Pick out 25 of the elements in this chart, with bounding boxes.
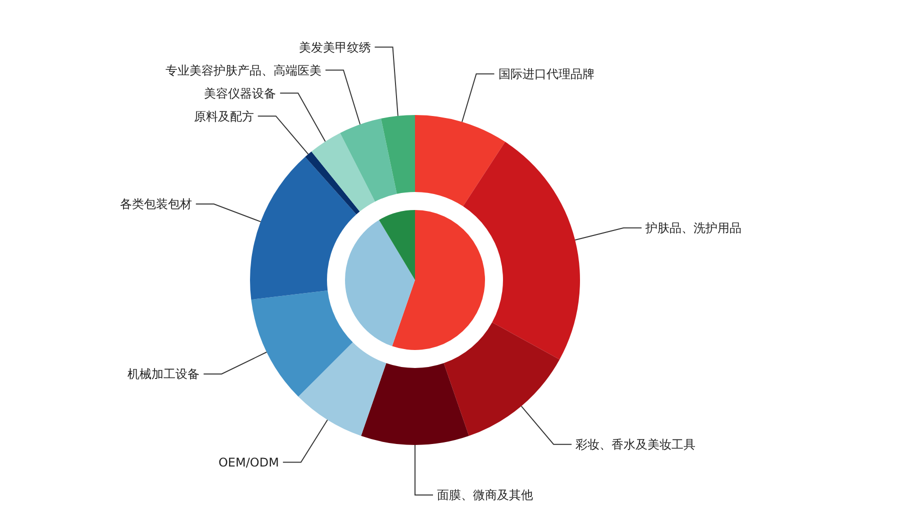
pie-slice [392, 210, 485, 350]
slice-label: OEM/ODM [218, 455, 279, 470]
pie-slice [378, 210, 415, 280]
donut-slice [415, 115, 506, 206]
slice-label: 国际进口代理品牌 [498, 67, 594, 82]
pie-slice [345, 220, 415, 346]
slice-label: 各类包装包材 [120, 197, 192, 212]
slice-label: 彩妆、香水及美妆工具 [576, 438, 696, 452]
donut-slice [250, 156, 356, 300]
slice-label: 美容仪器设备 [204, 86, 276, 100]
donut-slice [251, 290, 353, 397]
slice-label: 美发美甲纹绣 [298, 40, 371, 54]
donut-slice [311, 132, 376, 212]
donut-slice [340, 118, 397, 202]
donut-slice [463, 142, 580, 360]
donut-slice [305, 152, 360, 214]
slice-label: 护肤品、洗护用品 [644, 221, 742, 236]
donut-slice [361, 363, 469, 445]
slice-label: 原料及配方 [194, 109, 254, 124]
donut-slice [444, 322, 560, 436]
slice-label: 专业美容护肤产品、高端医美 [165, 63, 322, 78]
slice-label: 面膜、微商及其他 [437, 488, 533, 502]
slice-label: 机械加工设备 [128, 367, 200, 382]
donut-slice [298, 342, 386, 436]
donut-slice [381, 115, 415, 194]
